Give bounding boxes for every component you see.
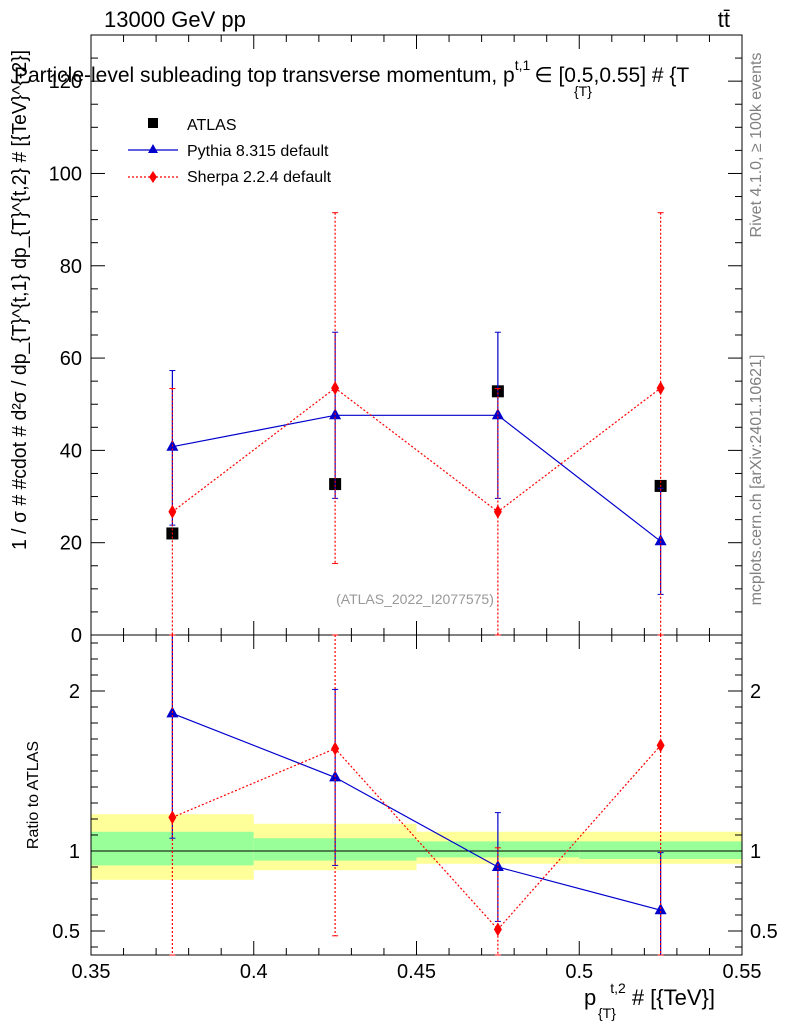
ratio-y-tick-label-0: 0.5 [52, 921, 80, 943]
y-tick-label-2: 40 [60, 440, 82, 462]
sherpa-ratio-point-2 [493, 922, 502, 937]
sherpa-ratio-point-1 [331, 741, 340, 756]
pythia-ratio-line [172, 712, 661, 911]
rivet-side-label: Rivet 4.1.0, ≥ 100k events [748, 53, 765, 238]
pythia-main-line [172, 414, 661, 542]
sherpa-main-point-3 [656, 381, 665, 396]
x-axis-label-main: p [584, 985, 596, 1010]
x-axis-label-sup: t,2 [610, 980, 626, 996]
analysis-watermark: (ATLAS_2022_I2077575) [336, 591, 494, 607]
ratio-band-inner-3 [579, 841, 742, 859]
axis-ticks: 0.35 0.4 0.45 0.5 0.55 0 20 40 60 80 100 120 0.5 0.5 1… [49, 35, 778, 983]
sherpa-main-point-0 [168, 504, 177, 519]
sherpa-ratio-point-3 [656, 738, 665, 753]
header-process: tt̄ [718, 7, 730, 32]
sherpa-ratio-point-0 [168, 810, 177, 825]
x-tick-label-3: 0.5 [565, 961, 593, 983]
y-tick-label-0: 0 [71, 625, 82, 647]
legend: ATLAS Pythia 8.315 default Sherpa 2.2.4 … [128, 117, 332, 186]
x-tick-label-2: 0.45 [397, 961, 436, 983]
ratio-y-tick-label-right-2: 2 [750, 681, 761, 703]
sherpa-ratio-line [172, 745, 662, 931]
plot-title-tail: ∈ [0.5,0.55] # {T [534, 64, 689, 87]
x-axis-label-tail: # [{TeV}] [632, 985, 715, 1010]
pythia-main-point-3 [654, 534, 667, 546]
plot-title-sub: {T} [574, 83, 592, 99]
plot-title: Particle-level subleading top transverse… [14, 57, 689, 87]
x-axis-label: p t,2 # [{TeV}] [584, 980, 715, 1010]
legend-sherpa-marker [149, 171, 157, 183]
legend-pythia-marker [148, 144, 158, 153]
x-tick-label-4: 0.55 [723, 961, 762, 983]
y-tick-label-3: 60 [60, 348, 82, 370]
legend-atlas-label: ATLAS [187, 117, 237, 134]
x-tick-label-1: 0.4 [240, 961, 268, 983]
ratio-y-tick-label-right-1: 1 [750, 841, 761, 863]
y-tick-label-6: 120 [49, 71, 82, 93]
plot-title-sup: t,1 [515, 57, 531, 73]
ratio-y-tick-label-2: 2 [69, 681, 80, 703]
legend-pythia-label: Pythia 8.315 default [187, 143, 329, 160]
ratio-plot-frame [90, 634, 743, 956]
x-axis-label-sub: {T} [598, 1005, 616, 1021]
data-series [166, 212, 667, 956]
ratio-y-tick-label-1: 1 [69, 841, 80, 863]
y-tick-label-1: 20 [60, 533, 82, 555]
ratio-uncertainty-bands [91, 814, 742, 880]
sherpa-main-line [172, 387, 661, 513]
y-tick-label-4: 80 [60, 256, 82, 278]
mcplots-side-label: mcplots.cern.ch [arXiv:2401.10621] [748, 355, 765, 606]
ratio-y-tick-label-right-0: 0.5 [750, 921, 778, 943]
plot-title-main: Particle-level subleading top transverse… [14, 64, 515, 87]
legend-atlas-marker [148, 118, 158, 128]
y-axis-label: 1 / σ # #cdot # d²σ / dp_{T}^{t,1} dp_{T… [9, 50, 31, 550]
sherpa-main-point-2 [493, 504, 502, 519]
sherpa-main-point-1 [331, 381, 340, 396]
header-energy: 13000 GeV pp [104, 7, 246, 32]
legend-sherpa-label: Sherpa 2.2.4 default [187, 169, 332, 186]
x-tick-label-0: 0.35 [72, 961, 111, 983]
y-tick-label-5: 100 [49, 163, 82, 185]
ratio-y-axis-label: Ratio to ATLAS [25, 741, 42, 849]
